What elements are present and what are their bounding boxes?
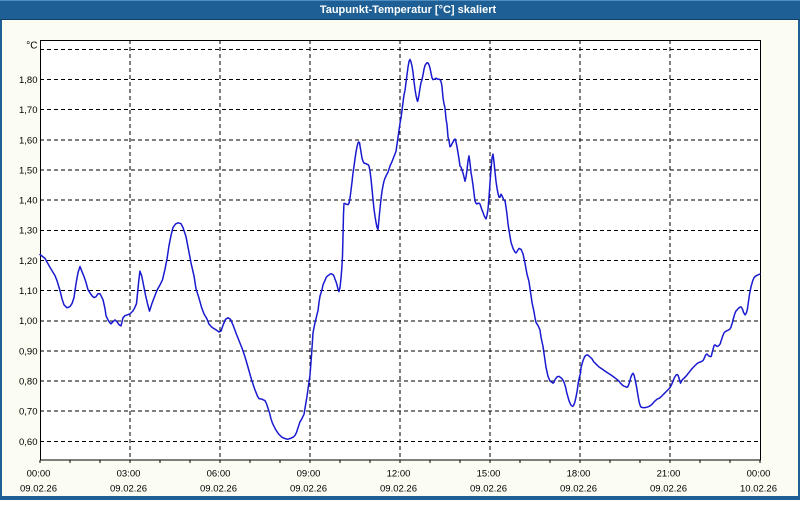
svg-text:1,20: 1,20 (19, 256, 38, 267)
svg-text:09.02.26: 09.02.26 (560, 483, 597, 494)
svg-text:10.02.26: 10.02.26 (740, 483, 777, 494)
svg-text:18:00: 18:00 (567, 469, 591, 480)
svg-text:1,40: 1,40 (19, 196, 38, 207)
svg-text:1,80: 1,80 (19, 75, 38, 86)
svg-text:12:00: 12:00 (387, 469, 411, 480)
svg-text:09.02.26: 09.02.26 (20, 483, 57, 494)
svg-text:Taupunkt-Temperatur [°C] skali: Taupunkt-Temperatur [°C] skaliert (320, 4, 497, 16)
svg-text:09.02.26: 09.02.26 (110, 483, 147, 494)
svg-text:09.02.26: 09.02.26 (290, 483, 327, 494)
svg-text:15:00: 15:00 (477, 469, 501, 480)
svg-text:06:00: 06:00 (207, 469, 231, 480)
svg-text:00:00: 00:00 (27, 469, 51, 480)
svg-text:09:00: 09:00 (297, 469, 321, 480)
svg-text:°C: °C (26, 41, 37, 52)
svg-text:09.02.26: 09.02.26 (380, 483, 417, 494)
svg-text:03:00: 03:00 (117, 469, 141, 480)
svg-text:1,50: 1,50 (19, 165, 38, 176)
svg-text:1,60: 1,60 (19, 135, 38, 146)
svg-text:09.02.26: 09.02.26 (650, 483, 687, 494)
svg-text:1,30: 1,30 (19, 226, 38, 237)
svg-text:1,00: 1,00 (19, 316, 38, 327)
svg-text:0,60: 0,60 (19, 437, 38, 448)
svg-text:0,70: 0,70 (19, 407, 38, 418)
svg-text:09.02.26: 09.02.26 (200, 483, 237, 494)
svg-text:0,80: 0,80 (19, 377, 38, 388)
svg-text:1,10: 1,10 (19, 286, 38, 297)
svg-text:21:00: 21:00 (657, 469, 681, 480)
svg-text:1,70: 1,70 (19, 105, 38, 116)
svg-text:00:00: 00:00 (747, 469, 771, 480)
svg-text:0,90: 0,90 (19, 346, 38, 357)
svg-text:09.02.26: 09.02.26 (470, 483, 507, 494)
